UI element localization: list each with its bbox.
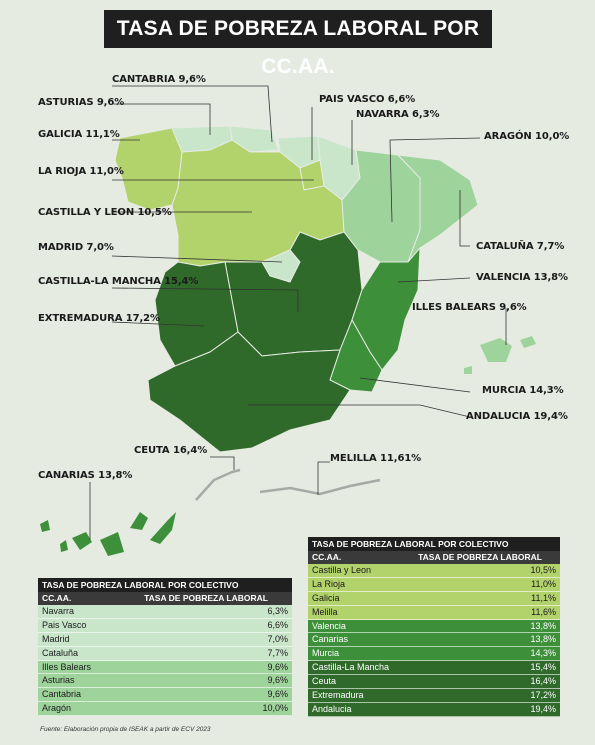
table-row: Cataluña 7,7% [38,646,292,661]
row-region-name: Melilla [312,606,338,617]
table-row: Madrid 7,0% [38,632,292,647]
label-baleares: ILLES BALEARS 9,6% [412,302,527,313]
row-region-name: Extremadura [312,690,364,701]
row-rate-value: 10,0% [262,703,288,714]
label-melilla: MELILLA 11,61% [330,453,422,464]
row-region-name: Andalucia [312,703,352,714]
table-row: Castilla y Leon 10,5% [308,564,560,578]
coast-ceuta [195,468,241,501]
coast-melilla [259,478,381,496]
table-row: Andalucia 19,4% [308,702,560,717]
row-rate-value: 11,6% [531,606,556,617]
row-rate-value: 16,4% [530,676,556,687]
label-navarra: NAVARRA 6,3% [356,109,440,120]
label-ceuta: CEUTA 16,4% [134,445,208,456]
row-rate-value: 9,6% [267,661,288,672]
table-left-col1: CC.AA. [42,593,72,603]
row-region-name: Madrid [42,633,70,644]
row-region-name: Navarra [42,606,75,616]
label-larioja: LA RIOJA 11,0% [38,166,124,177]
row-rate-value: 6,3% [267,606,288,616]
table-row: Cantabria 9,6% [38,688,292,703]
table-row: Asturias 9,6% [38,674,292,689]
leader-lines [89,85,507,540]
row-rate-value: 9,6% [267,675,288,686]
label-valencia: VALENCIA 13,8% [476,272,568,283]
row-region-name: Cataluña [42,647,79,658]
label-andalucia: ANDALUCIA 19,4% [466,411,568,422]
label-cataluna: CATALUÑA 7,7% [476,241,565,252]
label-extremadura: EXTREMADURA 17,2% [38,313,160,324]
table-row: Aragón 10,0% [38,702,292,717]
label-cantabria: CANTABRIA 9,6% [112,74,206,85]
row-region-name: Cantabria [42,689,82,700]
row-rate-value: 9,6% [267,689,288,700]
label-asturias: ASTURIAS 9,6% [38,97,125,108]
row-rate-value: 13,8% [530,634,556,645]
row-rate-value: 17,2% [530,690,556,701]
table-left-header: CC.AA. TASA DE POBREZA LABORAL [38,592,292,605]
table-row: Melilla 11,6% [308,605,560,620]
row-rate-value: 11,1% [531,592,556,603]
row-region-name: Galicia [312,592,340,603]
table-row: La Rioja 11,0% [308,577,560,592]
label-aragon: ARAGÓN 10,0% [484,131,570,142]
label-madrid: MADRID 7,0% [38,242,114,253]
row-rate-value: 6,6% [267,619,288,630]
row-region-name: Canarias [312,634,349,645]
table-left-col2: TASA DE POBREZA LABORAL [144,593,268,603]
region-baleares [480,338,512,362]
region-baleares-minor [464,336,536,374]
row-rate-value: 13,8% [530,620,556,631]
label-canarias: CANARIAS 13,8% [38,470,133,481]
table-row: Murcia 14,3% [308,647,560,662]
table-row: Valencia 13,8% [308,619,560,634]
region-canarias [40,512,176,556]
label-paisvasco: PAIS VASCO 6,6% [319,94,416,105]
label-galicia: GALICIA 11,1% [38,129,120,140]
map-title: TASA DE POBREZA LABORAL POR CC.AA. [104,10,492,78]
label-castillamancha: CASTILLA-LA MANCHA 15,4% [38,276,199,287]
table-left: TASA DE POBREZA LABORAL POR COLECTIVO CC… [38,578,292,717]
region-cataluna [396,154,479,263]
row-region-name: Pais Vasco [42,619,87,630]
table-row: Navarra 6,3% [38,605,292,619]
table-row: Pais Vasco 6,6% [38,618,292,633]
row-region-name: Valencia [312,620,346,631]
row-rate-value: 7,0% [267,633,288,644]
table-row: Extremadura 17,2% [308,689,560,703]
row-rate-value: 7,7% [267,647,288,658]
label-murcia: MURCIA 14,3% [482,385,564,396]
table-right-col1: CC.AA. [312,552,342,562]
table-right: TASA DE POBREZA LABORAL POR COLECTIVO CC… [308,537,560,717]
row-region-name: Aragón [42,703,72,714]
row-region-name: Asturias [42,675,75,686]
row-region-name: Castilla y Leon [312,565,372,575]
source-note: Fuente: Elaboración propia de ISEAK a pa… [40,726,211,733]
table-right-header: CC.AA. TASA DE POBREZA LABORAL [308,551,560,564]
row-region-name: Murcia [312,648,340,659]
region-cantabria [229,125,279,153]
table-row: Galicia 11,1% [308,591,560,606]
label-castillaleon: CASTILLA Y LEON 10,5% [38,207,172,218]
table-row: Illes Balears 9,6% [38,660,292,675]
row-region-name: Castilla-La Mancha [312,662,390,673]
table-left-title: TASA DE POBREZA LABORAL POR COLECTIVO [38,578,292,592]
table-right-title: TASA DE POBREZA LABORAL POR COLECTIVO [308,537,560,551]
table-row: Castilla-La Mancha 15,4% [308,661,560,676]
table-right-col2: TASA DE POBREZA LABORAL [418,552,542,562]
row-rate-value: 15,4% [530,662,556,673]
table-row: Ceuta 16,4% [308,675,560,690]
row-rate-value: 14,3% [530,648,556,659]
row-rate-value: 19,4% [530,703,556,714]
row-rate-value: 11,0% [531,578,556,589]
row-region-name: Illes Balears [42,661,92,672]
row-region-name: La Rioja [312,578,346,589]
row-rate-value: 10,5% [530,565,556,575]
row-region-name: Ceuta [312,676,337,687]
table-row: Canarias 13,8% [308,633,560,648]
